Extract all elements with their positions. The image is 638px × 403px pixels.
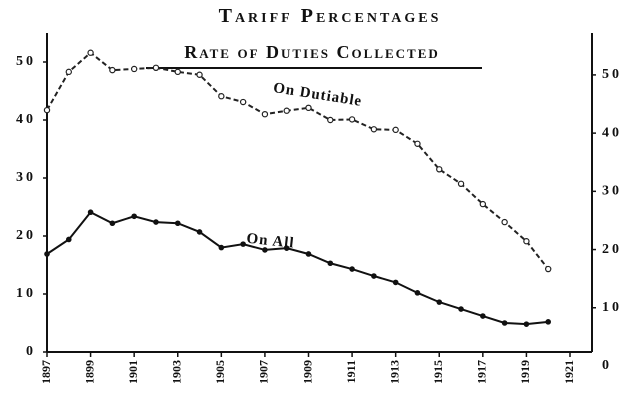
data-point <box>152 64 160 72</box>
data-point <box>414 290 421 296</box>
y2-tick-label: 20 <box>602 242 622 257</box>
data-point <box>262 247 268 253</box>
x-tick-label: 1909 <box>300 360 314 384</box>
data-point <box>43 106 51 114</box>
x-tick-label: 1905 <box>213 360 227 384</box>
series-line <box>46 51 549 270</box>
data-point <box>392 279 399 286</box>
data-point <box>501 218 508 226</box>
data-point <box>261 110 269 118</box>
x-tick-label: 1907 <box>257 360 271 384</box>
data-point <box>414 140 421 147</box>
data-point <box>130 65 138 73</box>
data-point <box>109 220 116 227</box>
chart-subtitle: Rate of Duties Collected <box>184 42 440 62</box>
data-point <box>348 116 356 123</box>
x-tick-label: 1915 <box>431 360 445 384</box>
data-point <box>174 68 181 76</box>
series-label: On Dutiable <box>272 80 363 110</box>
x-tick-label: 1917 <box>475 360 489 384</box>
data-point <box>523 238 530 245</box>
series-label: On All <box>246 231 296 252</box>
x-tick-label: 1921 <box>562 360 576 384</box>
x-tick-label: 1897 <box>39 360 53 384</box>
data-point <box>349 266 355 272</box>
x-tick-label: 1903 <box>170 360 184 384</box>
data-point <box>44 251 50 257</box>
y-tick-label: 30 <box>16 170 36 185</box>
data-point <box>436 166 443 173</box>
y-tick-label: 50 <box>16 54 36 69</box>
x-tick-label: 1911 <box>344 360 358 383</box>
data-point <box>327 116 334 124</box>
y2-tick-label: 0 <box>602 358 612 373</box>
data-point <box>218 244 225 251</box>
data-point <box>240 241 246 247</box>
data-point <box>370 126 378 133</box>
data-point <box>109 66 116 74</box>
data-point <box>523 321 530 327</box>
data-point <box>87 49 94 56</box>
x-tick-label: 1901 <box>126 360 140 384</box>
data-point <box>196 71 203 78</box>
data-point <box>479 200 487 208</box>
data-point <box>501 320 508 326</box>
data-point <box>327 260 334 267</box>
y-tick-label: 40 <box>16 112 36 127</box>
data-point <box>436 299 443 305</box>
y-tick-label: 20 <box>16 228 36 243</box>
y-tick-label: 0 <box>26 344 36 359</box>
data-point <box>196 229 203 235</box>
x-tick-label: 1899 <box>82 360 96 384</box>
data-point <box>87 209 94 216</box>
y2-tick-label: 10 <box>602 300 622 315</box>
chart-title: Tariff Percentages <box>219 5 442 27</box>
data-point <box>545 319 552 325</box>
data-point <box>174 220 181 227</box>
data-point <box>458 306 464 312</box>
data-point <box>480 313 486 319</box>
y2-tick-label: 40 <box>602 125 622 140</box>
data-point <box>305 104 312 112</box>
data-point <box>239 98 247 106</box>
data-point <box>392 126 399 134</box>
data-point <box>153 219 159 225</box>
data-point <box>371 273 377 279</box>
y2-tick-label: 30 <box>602 184 622 199</box>
data-point <box>218 93 225 100</box>
y-tick-label: 10 <box>16 286 36 301</box>
data-point <box>283 107 290 114</box>
series-line <box>46 210 549 326</box>
data-point <box>131 213 137 220</box>
data-point <box>545 265 552 273</box>
x-tick-label: 1913 <box>387 360 401 384</box>
x-tick-label: 1919 <box>518 360 532 384</box>
y2-tick-label: 50 <box>602 67 622 82</box>
data-point <box>305 251 312 257</box>
data-point <box>65 68 72 76</box>
data-point <box>65 236 72 243</box>
data-point <box>457 180 465 187</box>
data-point <box>283 245 290 251</box>
